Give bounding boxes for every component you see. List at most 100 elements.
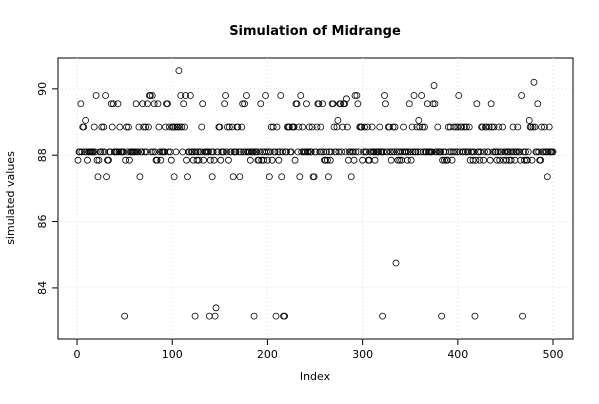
point [146,92,154,99]
point [84,156,91,164]
point [351,92,359,99]
point [327,148,335,156]
point [376,123,384,131]
point [98,123,106,131]
point [141,148,149,156]
point [352,148,360,156]
point [153,156,161,164]
point [109,100,117,108]
point [140,123,148,131]
point [479,123,486,131]
point [334,116,342,124]
point [375,148,383,156]
point [538,123,545,131]
point [144,100,151,108]
point [297,92,305,99]
point [255,156,263,164]
point [169,123,177,131]
point [145,123,152,131]
point [531,123,539,131]
point [216,123,224,131]
point [412,148,420,156]
point [142,123,149,131]
point [182,92,189,99]
point [176,123,184,131]
point [487,100,495,108]
point [341,100,348,108]
point [99,148,107,156]
point [438,312,446,320]
point [262,92,269,99]
point [250,312,258,320]
point [355,148,363,156]
point [151,148,159,156]
point [439,156,446,164]
point [136,173,144,181]
point [209,148,217,156]
point [212,304,220,312]
point [391,123,399,131]
point [192,148,200,156]
point [509,123,517,131]
x-tick-label: 200 [257,348,278,361]
point [122,156,129,164]
point [472,156,480,164]
point [115,148,123,156]
point [171,123,179,131]
point [274,148,282,156]
point [543,173,551,181]
point [434,123,442,131]
point [343,123,351,131]
point [495,123,503,131]
point [296,173,304,181]
point [360,148,367,156]
point [451,148,459,156]
point [148,92,156,99]
point [315,100,323,108]
point [418,92,426,99]
point [90,123,98,131]
point [371,156,379,164]
point [224,156,232,164]
point [508,148,516,156]
point [350,156,358,164]
point [343,95,350,103]
point [167,156,175,164]
point [502,156,510,164]
point [246,156,254,164]
point [400,123,407,131]
x-tick-label: 300 [352,348,373,361]
point [217,156,225,164]
point [518,92,525,99]
point [337,100,345,108]
point [528,156,536,164]
point [268,156,276,164]
point [198,123,206,131]
point [305,123,313,131]
point [241,100,248,108]
plot-frame [57,57,574,340]
point [485,123,493,131]
point [236,173,244,181]
point [389,123,397,131]
point [266,148,274,156]
point [437,148,445,156]
point [304,148,312,156]
point [291,156,299,164]
point [100,123,108,131]
point [527,123,535,131]
point [534,100,542,108]
point [363,148,370,156]
point [347,173,355,181]
point [273,123,281,131]
point [416,123,424,131]
point [470,148,478,156]
point [123,123,130,131]
point [299,123,307,131]
point [471,312,479,320]
point [156,148,164,156]
point [430,82,438,89]
point [125,156,133,164]
point [283,148,290,156]
